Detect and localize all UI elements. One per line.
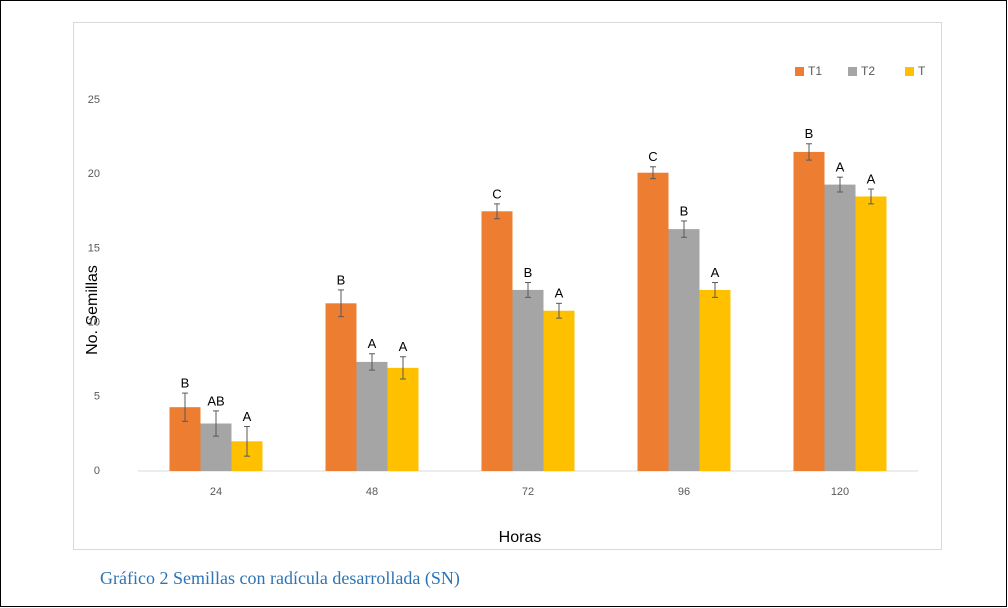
caption: Gráfico 2 Semillas con radícula desarrol… bbox=[100, 568, 460, 589]
bar bbox=[325, 303, 357, 471]
legend-label: T1 bbox=[808, 64, 822, 78]
x-tick-label: 48 bbox=[366, 486, 378, 498]
significance-letter: A bbox=[711, 265, 720, 280]
bar bbox=[637, 172, 669, 471]
x-tick-label: 120 bbox=[831, 486, 849, 498]
legend-swatch bbox=[795, 67, 804, 76]
bar bbox=[699, 289, 731, 471]
legend-label: T bbox=[918, 64, 926, 78]
bar bbox=[668, 229, 700, 471]
significance-letter: A bbox=[399, 339, 408, 354]
significance-letter: A bbox=[836, 160, 845, 175]
y-tick-label: 25 bbox=[88, 94, 100, 106]
significance-letter: A bbox=[867, 171, 876, 186]
significance-letter: C bbox=[492, 186, 501, 201]
significance-letter: A bbox=[243, 409, 252, 424]
x-axis-label: Horas bbox=[499, 529, 542, 546]
y-axis-label: No. Semillas bbox=[84, 265, 101, 355]
legend-swatch bbox=[905, 67, 914, 76]
significance-letter: B bbox=[680, 203, 689, 218]
significance-letter: C bbox=[648, 149, 657, 164]
bar bbox=[543, 310, 575, 471]
significance-letter: A bbox=[368, 336, 377, 351]
legend-swatch bbox=[848, 67, 857, 76]
x-tick-label: 72 bbox=[522, 486, 534, 498]
bar bbox=[793, 151, 825, 471]
x-tick-label: 24 bbox=[210, 486, 222, 498]
significance-letter: B bbox=[181, 376, 190, 391]
bar bbox=[356, 361, 388, 471]
y-tick-label: 20 bbox=[88, 168, 100, 180]
significance-letter: B bbox=[524, 265, 533, 280]
bar bbox=[481, 211, 513, 472]
y-tick-label: 10 bbox=[88, 317, 100, 329]
significance-letter: A bbox=[555, 286, 564, 301]
bar bbox=[387, 367, 419, 471]
bar bbox=[824, 184, 856, 471]
significance-letter: B bbox=[337, 272, 346, 287]
legend-label: T2 bbox=[861, 64, 875, 78]
significance-letter: AB bbox=[207, 393, 224, 408]
y-tick-label: 15 bbox=[88, 242, 100, 254]
y-tick-label: 5 bbox=[94, 391, 100, 403]
y-tick-label: 0 bbox=[94, 465, 100, 477]
bar bbox=[855, 196, 887, 471]
x-tick-label: 96 bbox=[678, 486, 690, 498]
significance-letter: B bbox=[805, 126, 814, 141]
bar bbox=[512, 289, 544, 471]
